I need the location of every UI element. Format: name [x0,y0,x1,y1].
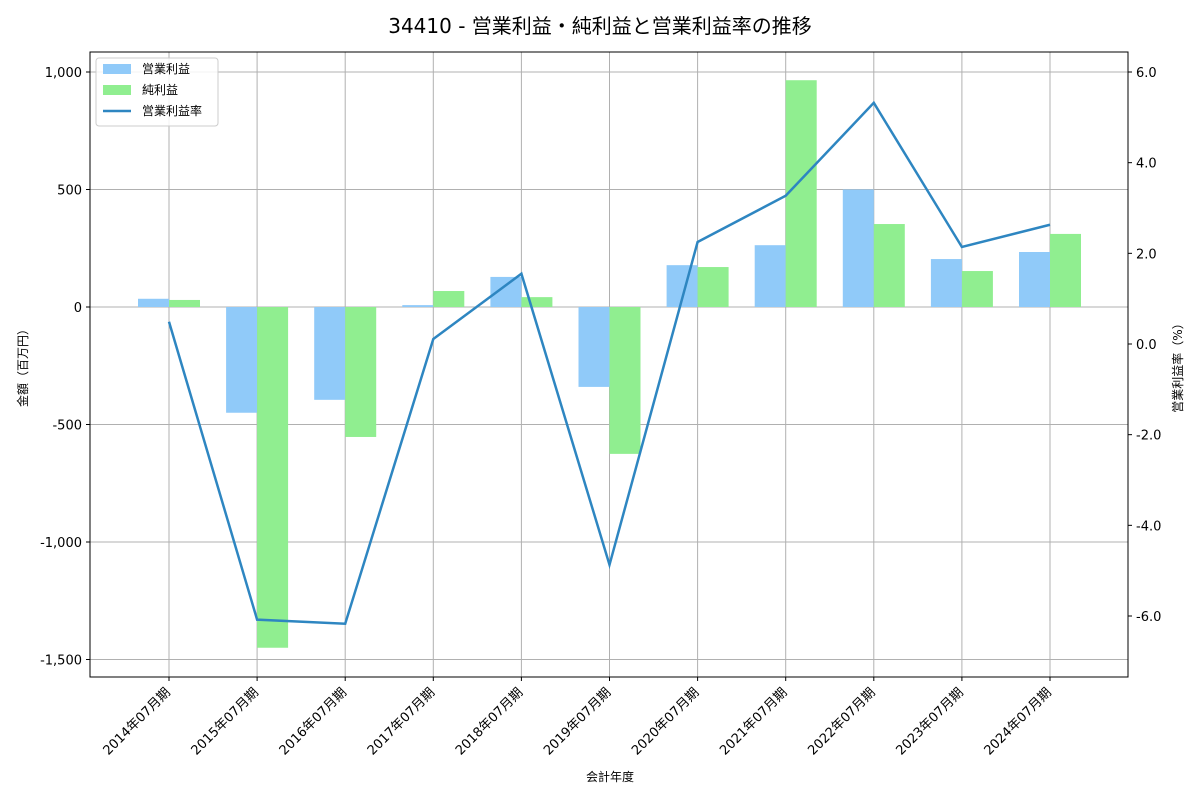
bar-operating-profit-9 [930,259,962,307]
svg-text:-2.0: -2.0 [1136,429,1161,444]
bar-net-profit-0 [169,299,200,307]
svg-text:6.0: 6.0 [1136,66,1157,81]
chart-title: 34410 - 営業利益・純利益と営業利益率の推移 [388,14,812,38]
svg-text:2023年07月期: 2023年07月期 [893,685,966,758]
svg-text:2019年07月期: 2019年07月期 [541,685,614,758]
bar-net-profit-8 [873,224,905,307]
svg-text:-1,500: -1,500 [40,654,82,669]
bar-operating-profit-5 [578,307,610,387]
left-axis-ticks: -1,500 -1,000 -500 0 500 1,000 [40,66,90,669]
legend-label-margin: 営業利益率 [142,103,202,118]
legend-label-net-profit: 純利益 [142,83,178,97]
legend-swatch-operating-profit [103,64,131,74]
y2-axis-label: 営業利益率（%） [1170,317,1185,412]
svg-text:500: 500 [57,184,82,199]
svg-text:2.0: 2.0 [1136,247,1157,262]
bar-operating-profit-0 [138,298,169,307]
bars [138,80,1081,648]
bar-operating-profit-8 [842,189,874,307]
bar-net-profit-2 [345,307,377,437]
x-axis-ticks: 2014年07月期 2015年07月期 2016年07月期 2017年07月期 2018… [101,677,1055,759]
svg-text:2022年07月期: 2022年07月期 [805,685,878,758]
svg-text:2020年07月期: 2020年07月期 [629,685,702,758]
svg-text:0: 0 [74,301,82,316]
right-axis-ticks: -6.0 -4.0 -2.0 0.0 2.0 4.0 6.0 [1128,66,1161,625]
svg-text:2017年07月期: 2017年07月期 [365,685,438,758]
bar-operating-profit-3 [402,305,434,307]
bar-net-profit-10 [1050,233,1081,307]
bar-net-profit-6 [697,267,729,307]
svg-text:2024年07月期: 2024年07月期 [982,685,1055,758]
grid [90,52,1128,677]
bar-net-profit-1 [257,307,289,648]
bar-operating-profit-1 [226,307,258,413]
legend-label-operating-profit: 営業利益 [142,62,190,76]
svg-text:1,000: 1,000 [45,66,82,81]
bar-net-profit-3 [433,291,465,307]
bar-net-profit-4 [521,297,553,307]
svg-text:2018年07月期: 2018年07月期 [453,685,526,758]
svg-text:0.0: 0.0 [1136,338,1157,353]
svg-text:-500: -500 [52,419,82,434]
x-axis-label: 会計年度 [586,769,634,784]
bar-operating-profit-10 [1019,252,1050,307]
bar-net-profit-9 [961,271,993,307]
legend: 営業利益 純利益 営業利益率 [95,57,219,127]
svg-text:4.0: 4.0 [1136,157,1157,172]
svg-text:2016年07月期: 2016年07月期 [277,685,350,758]
legend-swatch-net-profit [103,85,131,95]
bar-net-profit-5 [609,307,641,454]
svg-text:-6.0: -6.0 [1136,610,1161,625]
bar-operating-profit-7 [754,245,786,307]
svg-text:-1,000: -1,000 [40,536,82,551]
svg-text:2021年07月期: 2021年07月期 [717,685,790,758]
svg-text:2015年07月期: 2015年07月期 [189,685,262,758]
bar-operating-profit-2 [314,307,346,400]
rate-line [167,100,1051,626]
svg-text:2014年07月期: 2014年07月期 [101,685,174,758]
bar-net-profit-7 [785,80,817,307]
y-axis-label: 金額（百万円） [15,323,30,407]
svg-text:-4.0: -4.0 [1136,519,1161,534]
